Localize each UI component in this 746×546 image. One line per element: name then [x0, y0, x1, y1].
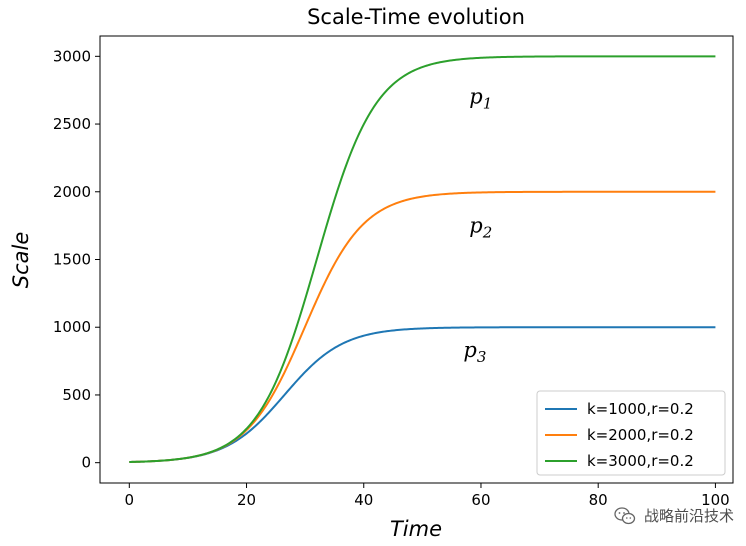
y-axis: 0 500 1000 1500 2000 2500 3000 — [53, 47, 100, 472]
x-axis: 0 20 40 60 80 100 — [125, 483, 730, 509]
y-tick-label: 1500 — [53, 251, 91, 269]
y-tick-label: 0 — [81, 454, 91, 472]
series-line-k=3000,r=0.2 — [129, 55, 716, 463]
y-tick-label: 2000 — [53, 183, 91, 201]
annotation-p2: p2 — [469, 213, 492, 241]
legend-label: k=1000,r=0.2 — [587, 400, 694, 418]
wechat-icon — [614, 506, 636, 524]
watermark-text: 战略前沿技术 — [643, 507, 734, 525]
annotation-p3: p3 — [463, 338, 486, 366]
watermark: 战略前沿技术 — [614, 505, 734, 526]
legend-label: k=3000,r=0.2 — [587, 452, 694, 470]
y-axis-label: Scale — [9, 232, 33, 289]
chart-title: Scale-Time evolution — [307, 5, 525, 29]
legend-label: k=2000,r=0.2 — [587, 426, 694, 444]
legend: k=1000,r=0.2 k=2000,r=0.2 k=3000,r=0.2 — [536, 390, 726, 476]
x-tick-label: 100 — [701, 491, 730, 509]
x-axis-label: Time — [390, 517, 442, 541]
x-tick-label: 80 — [589, 491, 608, 509]
annotations: p1 p2 p3 — [463, 85, 492, 366]
annotation-p1: p1 — [469, 85, 492, 113]
legend-box — [536, 390, 726, 476]
series-layer — [129, 55, 716, 463]
y-tick-label: 500 — [62, 386, 91, 404]
y-tick-label: 3000 — [53, 47, 91, 65]
y-tick-label: 2500 — [53, 115, 91, 133]
x-tick-label: 60 — [471, 491, 490, 509]
x-tick-label: 40 — [354, 491, 373, 509]
y-tick-label: 1000 — [53, 318, 91, 336]
x-tick-label: 0 — [125, 491, 135, 509]
x-tick-label: 20 — [237, 491, 256, 509]
